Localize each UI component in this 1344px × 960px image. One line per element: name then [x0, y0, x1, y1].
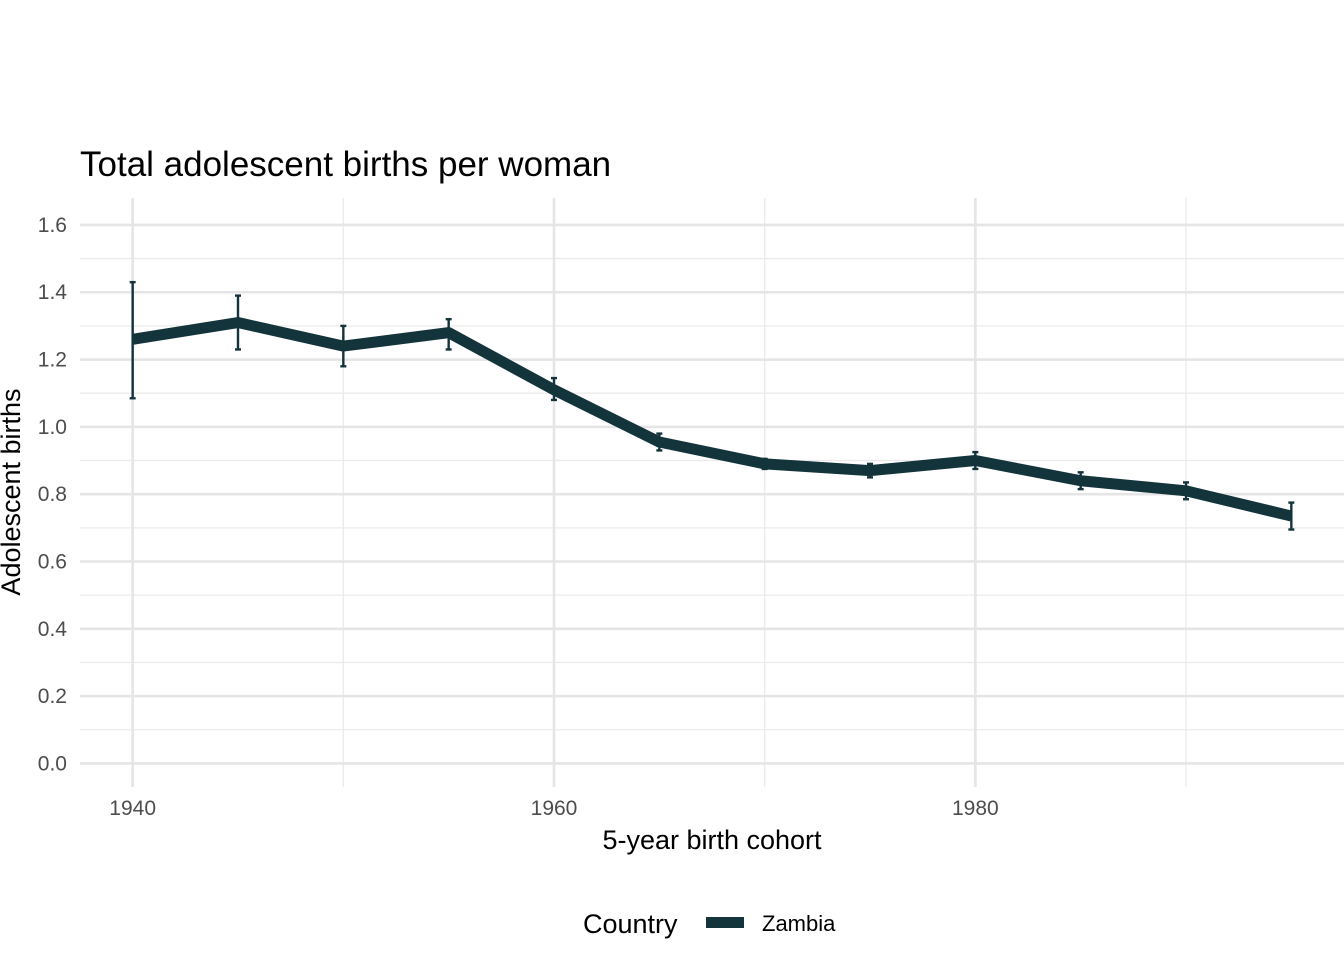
x-tick-labels: 1940 1960 1980 — [109, 797, 998, 820]
y-axis-title: Adolescent births — [0, 388, 26, 595]
y-tick-label: 1.6 — [38, 214, 67, 237]
y-tick-label: 0.8 — [38, 483, 67, 506]
y-tick-label: 1.2 — [38, 349, 67, 372]
x-tick-label: 1960 — [531, 797, 578, 820]
series-line-zambia — [131, 317, 1293, 522]
series-lines — [131, 317, 1293, 522]
legend-label-zambia: Zambia — [762, 911, 836, 936]
legend-key-zambia — [706, 917, 744, 928]
y-tick-label: 0.4 — [38, 618, 68, 641]
error-bar — [129, 280, 136, 400]
grid-minor — [80, 198, 1344, 787]
legend-title: Country — [583, 909, 678, 939]
y-tick-label: 0.0 — [38, 752, 67, 775]
grid-major — [80, 198, 1344, 787]
y-tick-label: 0.6 — [38, 550, 67, 573]
error-bars — [129, 280, 1295, 531]
x-tick-label: 1980 — [952, 797, 999, 820]
x-tick-label: 1940 — [109, 797, 156, 820]
legend: Country Zambia — [583, 909, 836, 939]
y-tick-label: 1.4 — [38, 281, 68, 304]
y-tick-labels: 0.0 0.2 0.4 0.6 0.8 1.0 1.2 1.4 1.6 — [38, 214, 68, 776]
y-tick-label: 0.2 — [38, 685, 67, 708]
y-tick-label: 1.0 — [38, 416, 67, 439]
chart-title: Total adolescent births per woman — [80, 145, 611, 184]
x-axis-title: 5-year birth cohort — [602, 825, 822, 855]
